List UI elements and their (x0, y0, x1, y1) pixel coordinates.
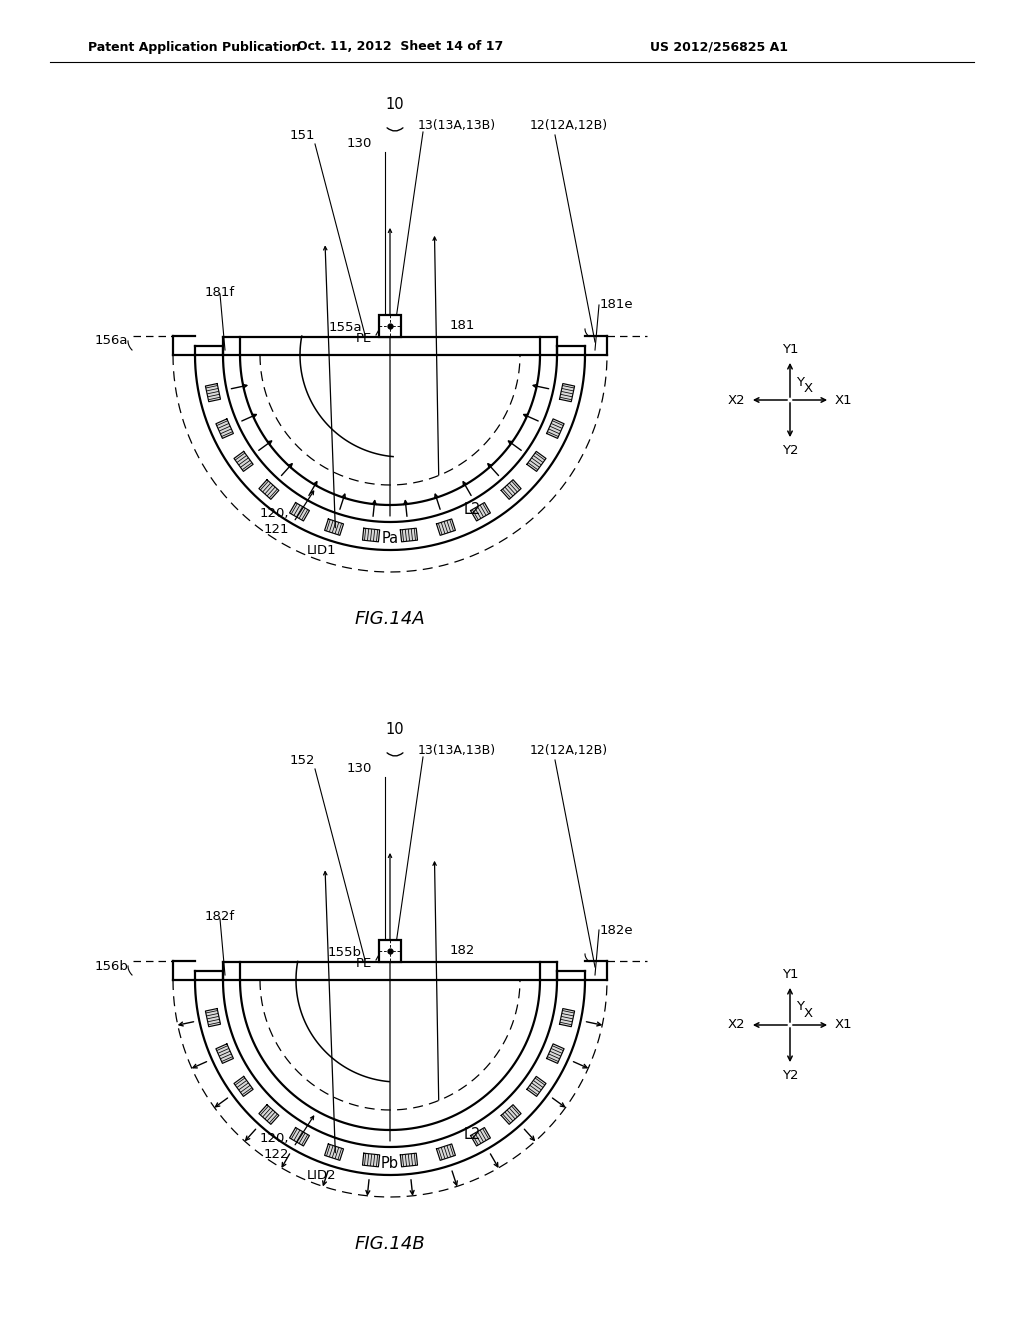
Text: Y1: Y1 (781, 968, 799, 981)
Text: 152: 152 (290, 754, 315, 767)
Text: FIG.14A: FIG.14A (354, 610, 425, 628)
Text: 155b: 155b (328, 946, 362, 960)
Bar (379, 315, 401, 337)
Text: Oct. 11, 2012  Sheet 14 of 17: Oct. 11, 2012 Sheet 14 of 17 (297, 41, 503, 54)
Text: L2: L2 (464, 1127, 481, 1142)
Polygon shape (216, 418, 233, 438)
Text: 156a: 156a (94, 334, 128, 347)
Text: X: X (804, 1007, 813, 1020)
Polygon shape (547, 1044, 564, 1064)
Polygon shape (206, 384, 220, 401)
Polygon shape (527, 451, 546, 471)
Text: Y2: Y2 (781, 1069, 799, 1082)
Polygon shape (259, 479, 279, 499)
Text: Y1: Y1 (781, 343, 799, 356)
Text: LID2: LID2 (307, 1170, 337, 1183)
Text: LID1: LID1 (307, 544, 337, 557)
Polygon shape (325, 519, 343, 536)
Polygon shape (547, 418, 564, 438)
Polygon shape (400, 1154, 418, 1167)
Text: PE: PE (355, 333, 372, 345)
Text: X1: X1 (835, 1019, 853, 1031)
Polygon shape (206, 1008, 220, 1027)
Text: FIG.14B: FIG.14B (354, 1236, 425, 1253)
Polygon shape (501, 1105, 521, 1125)
Text: 10: 10 (386, 722, 404, 737)
Polygon shape (400, 528, 418, 541)
Text: Y2: Y2 (781, 444, 799, 457)
Text: 182e: 182e (600, 924, 634, 936)
Text: Pa: Pa (381, 531, 398, 545)
Polygon shape (325, 1144, 343, 1160)
Text: X1: X1 (835, 393, 853, 407)
Text: Y: Y (796, 375, 804, 388)
Text: 182: 182 (450, 944, 475, 957)
Polygon shape (234, 1076, 253, 1097)
Text: 182f: 182f (205, 911, 236, 924)
Text: 12(12A,12B): 12(12A,12B) (530, 119, 608, 132)
Text: 155a: 155a (329, 321, 362, 334)
Text: 13(13A,13B): 13(13A,13B) (418, 744, 496, 756)
Text: 130: 130 (347, 137, 372, 150)
Polygon shape (290, 503, 309, 521)
Text: Pb: Pb (381, 1156, 399, 1171)
Polygon shape (559, 1008, 574, 1027)
Text: Patent Application Publication: Patent Application Publication (88, 41, 300, 54)
Text: 12(12A,12B): 12(12A,12B) (530, 744, 608, 756)
Polygon shape (527, 1076, 546, 1097)
Polygon shape (259, 1105, 279, 1125)
Text: L2: L2 (464, 502, 481, 517)
Polygon shape (501, 479, 521, 499)
Polygon shape (362, 1154, 380, 1167)
Text: 13(13A,13B): 13(13A,13B) (418, 119, 496, 132)
Polygon shape (290, 1127, 309, 1146)
Text: 120,
121: 120, 121 (259, 507, 289, 536)
Text: 181e: 181e (600, 298, 634, 312)
Polygon shape (216, 1044, 233, 1064)
Text: 14: 14 (382, 317, 398, 330)
Text: 156b: 156b (94, 960, 128, 973)
Text: 151: 151 (290, 129, 315, 143)
Polygon shape (362, 528, 380, 541)
Polygon shape (436, 1144, 456, 1160)
Text: US 2012/256825 A1: US 2012/256825 A1 (650, 41, 788, 54)
Text: 181: 181 (450, 319, 475, 333)
Text: 181f: 181f (205, 285, 236, 298)
Polygon shape (471, 1127, 490, 1146)
Text: 10: 10 (386, 96, 404, 112)
Text: 14: 14 (382, 942, 398, 954)
Polygon shape (436, 519, 456, 536)
Polygon shape (234, 451, 253, 471)
Text: X2: X2 (727, 1019, 745, 1031)
Text: X2: X2 (727, 393, 745, 407)
Bar (379, 940, 401, 962)
Text: 130: 130 (347, 762, 372, 775)
Text: PE: PE (355, 957, 372, 970)
Text: 120,
122: 120, 122 (259, 1133, 289, 1162)
Polygon shape (471, 503, 490, 521)
Text: Y: Y (796, 1001, 804, 1014)
Text: X: X (804, 381, 813, 395)
Polygon shape (559, 384, 574, 401)
